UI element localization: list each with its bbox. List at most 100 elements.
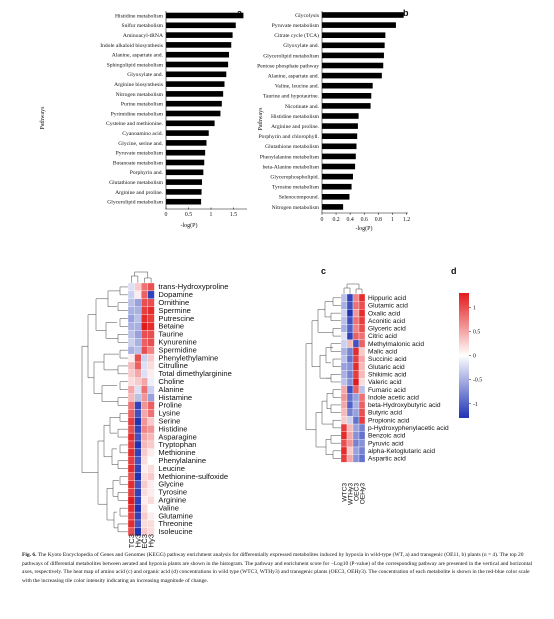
heatmap-cell bbox=[147, 298, 155, 307]
bar bbox=[322, 22, 396, 28]
heatmap-cell bbox=[127, 282, 135, 292]
heatmap-cell bbox=[141, 401, 148, 410]
row-label: Threonine bbox=[158, 519, 192, 528]
panel-label-b: b bbox=[403, 8, 409, 18]
heatmap-cell bbox=[358, 309, 366, 318]
heatmap-cell bbox=[147, 369, 155, 378]
heatmap-cell bbox=[358, 316, 366, 325]
row-label: Citrulline bbox=[158, 361, 188, 370]
bar bbox=[322, 183, 352, 190]
heatmap-cell bbox=[358, 332, 366, 341]
heatmap-cell bbox=[147, 425, 155, 434]
bar bbox=[166, 12, 244, 19]
heatmap-cell bbox=[127, 488, 135, 497]
heatmap-cell bbox=[134, 448, 142, 457]
tick-label: 1 bbox=[391, 217, 394, 223]
color-scale-bar: 1 0.5 0 -0.5 -1 bbox=[459, 293, 482, 418]
row-label: Asparagine bbox=[158, 432, 196, 441]
heatmap-cell bbox=[352, 324, 360, 333]
heatmap-cell bbox=[346, 370, 354, 379]
bar-group-a bbox=[166, 12, 244, 205]
tick-label: 1 bbox=[210, 212, 213, 218]
dendrogram-branch bbox=[81, 286, 128, 533]
heatmap-cell bbox=[134, 409, 142, 418]
heatmap-cell bbox=[352, 316, 360, 325]
heatmap-cell bbox=[346, 439, 354, 448]
heatmap-cell bbox=[358, 408, 366, 417]
heatmap-cell bbox=[346, 309, 354, 318]
heatmap-cell bbox=[141, 480, 148, 489]
heatmap-cell bbox=[358, 339, 366, 348]
heatmap-cell bbox=[346, 293, 354, 302]
bar bbox=[322, 72, 382, 79]
row-label: trans-Hydroxyproline bbox=[158, 282, 228, 291]
heatmap-cell bbox=[147, 353, 155, 363]
heatmap-cell bbox=[147, 488, 155, 497]
category-label: beta-Alanine metabolism bbox=[263, 164, 320, 170]
heatmap-cell bbox=[134, 282, 142, 292]
row-label: Oxalic acid bbox=[368, 310, 401, 317]
category-label: Histidine metabolism bbox=[115, 13, 164, 19]
heatmap-cell bbox=[141, 377, 148, 386]
bar bbox=[322, 93, 372, 99]
bar bbox=[166, 91, 224, 97]
heatmap-cell bbox=[134, 472, 142, 481]
heatmap-cell bbox=[141, 290, 148, 299]
column-dendrogram-c bbox=[131, 271, 152, 283]
heatmap-cell bbox=[141, 519, 148, 529]
x-ticks-b: 0 0.2 0.4 0.6 0.8 1 1.2 bbox=[321, 212, 410, 223]
heatmap-cell bbox=[134, 432, 142, 442]
row-label: Choline bbox=[158, 377, 184, 386]
heatmap-cell bbox=[147, 409, 155, 418]
colorbar-tick-label: 0.5 bbox=[473, 330, 480, 336]
heatmap-cell bbox=[127, 393, 135, 402]
bar bbox=[322, 62, 384, 69]
row-label: Methionine-sulfoxide bbox=[158, 472, 228, 481]
row-label: Hippuric acid bbox=[368, 295, 406, 302]
heatmap-cell bbox=[147, 282, 155, 292]
row-label: Arginine bbox=[158, 495, 186, 504]
heatmap-cell bbox=[340, 416, 348, 425]
heatmap-cells-d bbox=[340, 293, 366, 463]
heatmap-cell bbox=[352, 416, 360, 425]
row-label: Betaine bbox=[158, 322, 184, 331]
heatmap-cell bbox=[340, 408, 348, 417]
heatmap-cell bbox=[147, 385, 155, 394]
row-label: Methionine bbox=[158, 448, 195, 457]
heatmap-cell bbox=[127, 361, 135, 371]
heatmap-cell bbox=[346, 332, 354, 341]
heatmap-cell bbox=[352, 362, 360, 371]
heatmap-cell bbox=[346, 385, 354, 394]
category-label: Glutathione metabolism bbox=[265, 144, 320, 150]
colorbar-gradient bbox=[459, 293, 469, 418]
heatmap-cell bbox=[358, 355, 366, 364]
heatmap-cell bbox=[352, 332, 360, 341]
category-label: Nicotinate and. bbox=[285, 104, 320, 110]
colorbar-tick-label: 0 bbox=[473, 354, 476, 360]
row-label: Valine bbox=[158, 503, 179, 512]
heatmap-cell bbox=[141, 353, 148, 363]
row-label: Phenylethylamine bbox=[158, 353, 218, 362]
heatmap-c: c trans-HydroxyprolineDopamineOrnithineS… bbox=[81, 266, 326, 548]
category-label: Nitrogen metabolism bbox=[116, 92, 164, 98]
heatmap-cell bbox=[358, 439, 366, 448]
heatmap-cell bbox=[127, 353, 135, 363]
heatmap-cell bbox=[340, 446, 348, 455]
heatmap-cell bbox=[134, 519, 142, 529]
category-label: Arginine biosynthesis bbox=[114, 82, 163, 88]
bar bbox=[322, 82, 373, 89]
colorbar-tick-label: -1 bbox=[473, 402, 478, 408]
bar bbox=[322, 194, 350, 200]
heatmap-cell bbox=[340, 454, 348, 463]
heatmap-cell bbox=[346, 393, 354, 402]
row-label: Ornithine bbox=[158, 298, 189, 307]
heatmap-cell bbox=[134, 511, 142, 521]
heatmap-cell bbox=[141, 417, 148, 426]
heatmap-cell bbox=[346, 362, 354, 371]
heatmap-cell bbox=[346, 454, 354, 463]
heatmap-cell bbox=[141, 385, 148, 394]
heatmap-cell bbox=[352, 423, 360, 432]
heatmap-cell bbox=[134, 322, 142, 331]
